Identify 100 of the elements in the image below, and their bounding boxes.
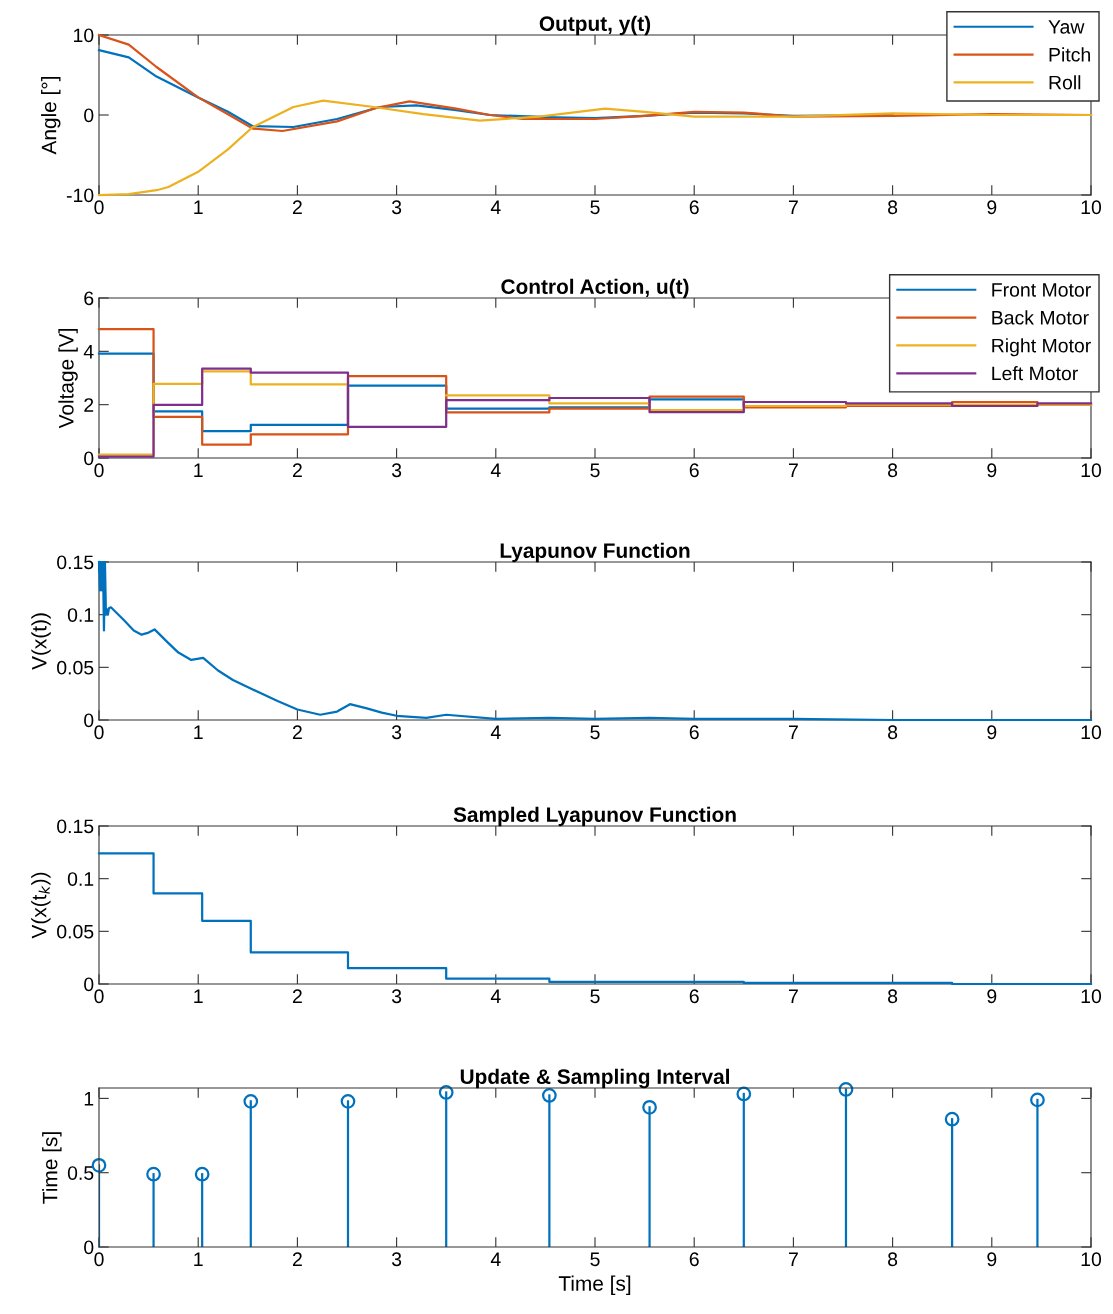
x-tick-label: 5 [590,725,600,740]
chart-title: Control Action, u(t) [501,278,689,299]
x-tick-label: 4 [490,725,501,739]
x-tick-label: 0 [94,989,104,1004]
y-axis-title: Voltage [V] [58,329,78,429]
x-tick-label: 2 [292,1252,302,1266]
x-tick-label: 10 [1081,1252,1102,1267]
y-tick-label: 0 [84,713,94,728]
y-tick-label: 0.15 [57,819,94,834]
x-tick-label: 3 [391,989,402,1004]
x-tick-label: 7 [788,463,798,477]
y-tick-label: 0.1 [67,608,94,622]
y-tick-label: 0 [84,451,94,466]
y-tick-label: 10 [74,28,94,43]
point [340,1094,356,1109]
y-tick-label: 0.05 [57,660,94,675]
x-tick-label: 10 [1081,989,1102,1004]
y-tick-label: 0 [84,1240,94,1255]
x-tick-label: 1 [194,200,203,214]
x-tick-label: 3 [391,725,402,740]
x-tick-label: 6 [689,1252,699,1267]
x-tick-label: 0 [94,200,104,215]
x-tick-label: 6 [689,725,699,740]
point [944,1111,960,1127]
legend-label: Front Motor [992,283,1091,297]
chart-title: Lyapunov Function [500,542,690,563]
y-tick-label: 0.5 [67,1166,94,1180]
x-tick-label: 4 [490,463,501,477]
y-tick-label: 0 [84,977,94,992]
x-tick-label: 8 [888,200,898,215]
x-tick-label: 8 [888,725,898,740]
y-tick-label: 1 [84,1092,94,1106]
legend-label: Yaw [1048,20,1085,34]
x-tick-label: 5 [590,200,600,215]
x-tick-label: 6 [689,200,699,215]
y-tick-label: 0 [84,108,94,123]
point [243,1094,259,1109]
y-tick-label: 0.05 [57,924,94,939]
y-axis-title: V(x(t$_{k}$)) [31,872,51,939]
x-tick-label: 0 [94,1252,104,1267]
x-tick-label: 9 [987,463,997,478]
point [1030,1092,1045,1108]
chart-title: Sampled Lyapunov Function [453,806,736,827]
x-tick-label: 1 [194,1252,203,1266]
x-tick-label: 7 [788,725,798,739]
y-axis-title: V(x(t)) [31,613,51,670]
x-tick-label: 6 [689,463,699,478]
legend-label: Pitch [1049,47,1090,62]
legend-label: Roll [1049,75,1081,90]
x-tick-label: 1 [194,989,203,1003]
x-tick-label: 4 [490,1252,501,1266]
x-tick-label: 10 [1081,200,1102,215]
y-axis-title: Time [s] [42,1132,62,1204]
x-tick-label: 10 [1081,725,1102,740]
y-axis-title: Angle [°] [41,76,61,155]
x-tick-label: 3 [391,1252,402,1267]
x-tick-label: 3 [391,200,402,215]
x-tick-label: 0 [94,725,104,740]
x-tick-label: 7 [788,1252,798,1266]
x-tick-label: 7 [788,200,798,214]
x-tick-label: 0 [94,463,104,478]
x-tick-label: 9 [987,725,997,740]
y-tick-label: 0.15 [57,555,94,570]
point [542,1088,557,1103]
x-tick-label: 7 [788,989,798,1003]
x-tick-label: 1 [194,725,203,739]
x-tick-label: 5 [590,1252,600,1267]
y-tick-label: -10 [66,188,94,203]
x-tick-label: 10 [1081,463,1102,478]
x-axis-title: Time [s] [558,1275,631,1295]
x-tick-label: 9 [987,1252,997,1267]
x-tick-label: 8 [888,1252,898,1267]
point [146,1166,161,1182]
point [194,1166,210,1182]
x-tick-label: 2 [292,725,302,739]
x-tick-label: 5 [590,989,600,1004]
x-tick-label: 5 [590,463,600,478]
legend-label: Right Motor [992,338,1091,357]
chart-title: Update & Sampling Interval [460,1068,729,1089]
legend-label: Back Motor [992,310,1089,325]
point [838,1082,854,1097]
x-tick-label: 2 [292,463,302,477]
y-tick-label: 2 [84,398,94,412]
x-tick-label: 3 [391,463,402,478]
x-tick-label: 6 [689,989,699,1004]
x-tick-label: 1 [194,463,203,477]
x-tick-label: 9 [987,989,997,1004]
y-tick-label: 0.1 [67,872,94,886]
point [642,1099,657,1115]
x-tick-label: 2 [292,200,302,214]
x-tick-label: 4 [490,200,501,214]
legend-label: Left Motor [992,366,1078,381]
x-tick-label: 8 [888,463,898,478]
x-tick-label: 4 [490,989,501,1003]
x-tick-label: 8 [888,989,898,1004]
y-tick-label: 6 [84,291,94,306]
x-tick-label: 2 [292,989,302,1003]
chart-title: Output, y(t) [539,15,651,36]
point [438,1085,454,1100]
point [736,1086,752,1102]
